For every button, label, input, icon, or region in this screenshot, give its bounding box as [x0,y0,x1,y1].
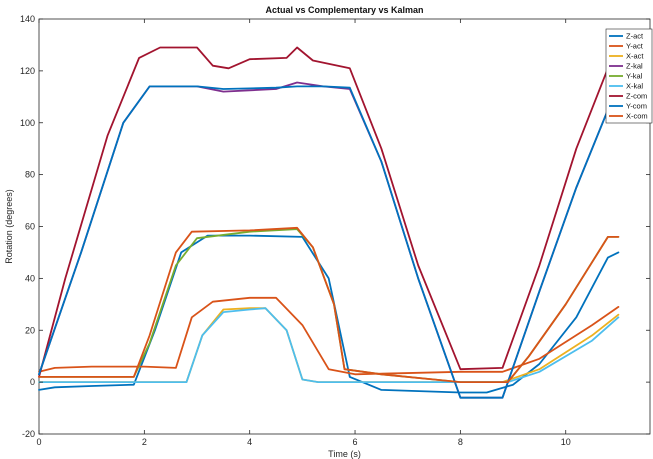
y-tick-label: 40 [25,273,35,283]
x-tick-label: 2 [142,437,147,447]
legend-label-x-com: X-com [626,112,648,121]
legend: Z-actY-actX-actZ-kalY-kalX-kalZ-comY-com… [606,29,652,123]
legend-label-x-act: X-act [626,52,644,61]
y-tick-label: 60 [25,222,35,232]
x-tick-label: 8 [458,437,463,447]
legend-label-y-com: Y-com [626,102,647,111]
legend-label-y-kal: Y-kal [626,72,643,81]
y-tick-label: 120 [20,66,35,76]
x-tick-label: 4 [247,437,252,447]
x-tick-label: 10 [561,437,571,447]
x-tick-label: 6 [353,437,358,447]
y-tick-label: -20 [22,429,35,439]
y-axis-title: Rotation (degrees) [4,189,14,264]
legend-label-z-com: Z-com [626,92,647,101]
y-tick-label: 80 [25,170,35,180]
y-tick-label: 100 [20,118,35,128]
y-tick-label: 140 [20,14,35,24]
legend-label-z-act: Z-act [626,32,644,41]
legend-label-z-kal: Z-kal [626,62,643,71]
y-tick-label: 20 [25,325,35,335]
chart-title: Actual vs Complementary vs Kalman [265,5,423,15]
legend-label-y-act: Y-act [626,42,644,51]
x-tick-label: 0 [36,437,41,447]
x-axis-title: Time (s) [328,449,361,459]
legend-label-x-kal: X-kal [626,82,643,91]
y-tick-label: 0 [30,377,35,387]
